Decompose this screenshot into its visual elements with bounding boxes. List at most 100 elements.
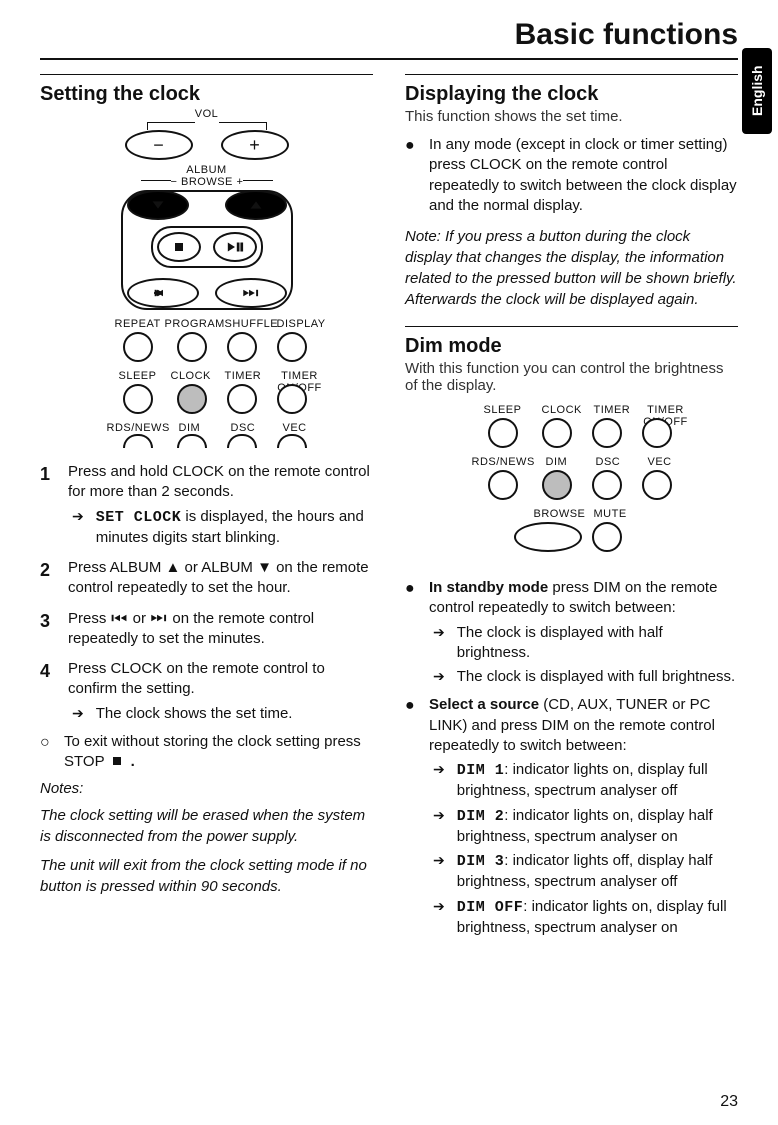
exit-bullet: ○ To exit without storing the clock sett… [40,732,373,773]
disp-bullet-text: In any mode (except in clock or timer se… [429,135,738,216]
step-2: 2 Press ALBUM ▲ or ALBUM ▼ on the remote… [40,558,373,599]
dim1-line: DIM 1: indicator lights on, display full… [457,760,738,802]
program-label: PROGRAM [165,318,225,330]
dim-button-1[interactable] [177,434,207,448]
timer-onoff-button-2[interactable] [642,418,672,448]
album-up-button[interactable] [225,190,287,220]
skip-next-icon [150,612,168,624]
remote-diagram-1: VOL − + ALBUM − BROWSE + [77,108,337,448]
display-label: DISPLAY [277,318,326,330]
sleep-button-2[interactable] [488,418,518,448]
plus-icon: + [249,135,260,156]
rdsnews-label: RDS/NEWS [107,422,170,434]
minus-icon: − [153,135,164,156]
dim-button-2[interactable] [542,470,572,500]
vol-label: VOL [77,108,337,120]
timer-label: TIMER [225,370,262,382]
step-3-text: Press or on the remote control repeatedl… [68,609,373,650]
stop-button[interactable] [157,232,201,262]
browse-bracket-l [141,180,171,181]
dsc-button[interactable] [227,434,257,448]
language-tab: English [742,48,772,134]
album-label: ALBUM [77,164,337,176]
dim-mode-sub: With this function you can control the b… [405,360,738,394]
timer-button-2[interactable] [592,418,622,448]
display-button[interactable] [277,332,307,362]
repeat-button[interactable] [123,332,153,362]
vol-plus-button[interactable]: + [221,130,289,160]
vec-button-2[interactable] [642,470,672,500]
standby-sub-a: The clock is displayed with half brightn… [457,623,738,664]
program-button[interactable] [177,332,207,362]
sleep-button[interactable] [123,384,153,414]
vol-bracket-left [147,122,195,130]
next-track-button[interactable] [215,278,287,308]
vec-label-2: VEC [648,456,672,468]
vec-button[interactable] [277,434,307,448]
vol-bracket-right [219,122,267,130]
select-source-bullet: ● Select a source (CD, AUX, TUNER or PC … [405,695,738,938]
step-1-num: 1 [40,462,58,548]
notes-1: The clock setting will be erased when th… [40,805,373,847]
arrow-icon [433,760,449,802]
step-4-num: 4 [40,659,58,724]
bullet-icon: ● [405,135,419,216]
sleep-label: SLEEP [119,370,157,382]
browse-button[interactable] [514,522,582,552]
arrow-icon [72,507,88,549]
clock-button-2[interactable] [542,418,572,448]
stop-icon [108,755,126,767]
standby-sub-b: The clock is displayed with full brightn… [457,667,735,687]
rdsnews-button-2[interactable] [488,470,518,500]
mute-button[interactable] [592,522,622,552]
timer-label-2: TIMER [594,404,631,416]
timer-button[interactable] [227,384,257,414]
displaying-clock-sub: This function shows the set time. [405,108,738,125]
arrow-icon [72,704,88,724]
dim3-line: DIM 3: indicator lights off, display hal… [457,851,738,893]
left-column: Setting the clock VOL − + ALBUM − BROWSE… [40,74,373,946]
dim2-line: DIM 2: indicator lights on, display half… [457,806,738,848]
title-rule [40,58,738,60]
step-1a-text: Press and hold CLOCK on the remote contr… [68,463,370,500]
select-lead-bold: Select a source [429,696,539,713]
timer-onoff-button[interactable] [277,384,307,414]
step-4b-text: The clock shows the set time. [96,704,293,724]
right-column: Displaying the clock This function shows… [405,74,738,946]
page-title: Basic functions [40,18,738,52]
standby-bullet: ● In standby mode press DIM on the remot… [405,578,738,687]
sleep-label-2: SLEEP [484,404,522,416]
standby-lead-bold: In standby mode [429,579,548,596]
notes-head: Notes: [40,780,373,797]
vol-minus-button[interactable]: − [125,130,193,160]
remote-diagram-2: SLEEP CLOCK TIMER TIMER ON/OFF RDS/NEWS … [442,404,702,564]
disp-bullet: ● In any mode (except in clock or timer … [405,135,738,216]
dimoff-line: DIM OFF: indicator lights on, display fu… [457,897,738,939]
browse-label-2: BROWSE [534,508,586,520]
step-4: 4 Press CLOCK on the remote control to c… [40,659,373,724]
dsc-button-2[interactable] [592,470,622,500]
arrow-icon [433,623,449,664]
skip-next-icon [242,287,260,299]
album-down-button[interactable] [127,190,189,220]
dsc-label-2: DSC [596,456,621,468]
triangle-up-icon [247,199,265,211]
clock-label: CLOCK [171,370,211,382]
prev-track-button[interactable] [127,278,199,308]
shuffle-label: SHUFFLE [225,318,279,330]
shuffle-button[interactable] [227,332,257,362]
page-number: 23 [720,1093,738,1111]
play-pause-icon [226,241,244,253]
exit-text: To exit without storing the clock settin… [64,732,373,773]
arrow-icon [433,806,449,848]
mute-label: MUTE [594,508,627,520]
play-pause-button[interactable] [213,232,257,262]
dim-label-2: DIM [546,456,568,468]
disp-note: Note: If you press a button during the c… [405,226,738,310]
step-1: 1 Press and hold CLOCK on the remote con… [40,462,373,548]
clock-button[interactable] [177,384,207,414]
rdsnews-label-2: RDS/NEWS [472,456,535,468]
rdsnews-button[interactable] [123,434,153,448]
step-2-num: 2 [40,558,58,599]
bullet-icon: ● [405,578,419,687]
